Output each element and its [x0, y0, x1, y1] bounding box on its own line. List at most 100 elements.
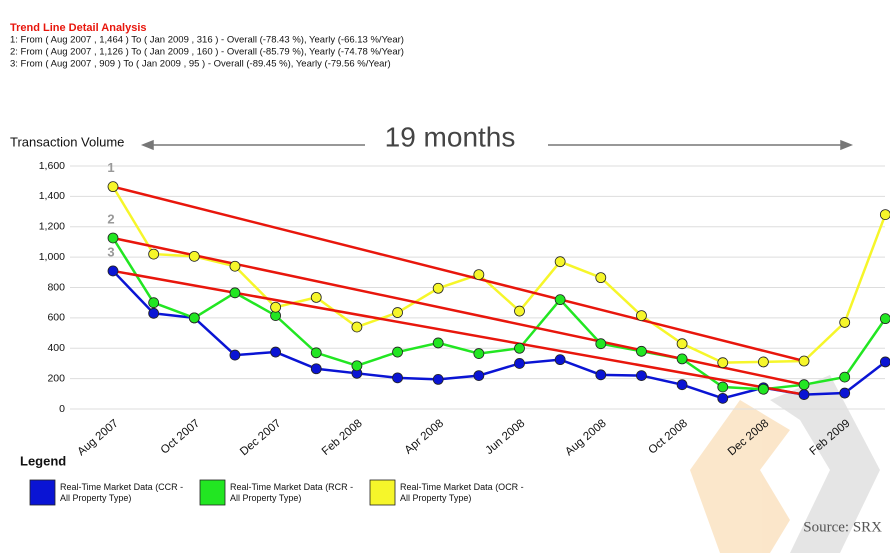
- data-point: [636, 310, 647, 321]
- y-axis-label: Transaction Volume: [10, 134, 124, 149]
- data-point: [107, 232, 119, 244]
- header-line: 1: From ( Aug 2007 , 1,464 ) To ( Jan 20…: [10, 35, 404, 46]
- data-point: [839, 317, 851, 328]
- data-point: [554, 256, 566, 268]
- data-point: [717, 357, 729, 369]
- data-point: [676, 353, 688, 365]
- y-tick-label: 800: [47, 281, 65, 293]
- legend-label: Real-Time Market Data (OCR - All Propert…: [400, 482, 524, 503]
- y-tick-label: 0: [59, 403, 65, 415]
- data-point: [351, 321, 363, 333]
- data-point: [432, 337, 444, 349]
- data-point: [676, 379, 688, 391]
- data-point: [310, 347, 322, 359]
- y-tick-label: 600: [47, 312, 65, 324]
- data-point: [879, 209, 890, 220]
- watermark: [690, 375, 880, 553]
- data-point: [514, 358, 525, 369]
- data-point: [514, 305, 525, 317]
- data-point: [107, 265, 119, 277]
- data-point: [758, 356, 769, 368]
- data-point: [595, 369, 607, 381]
- data-point: [148, 307, 160, 319]
- data-point: [392, 372, 403, 384]
- data-point: [676, 338, 688, 350]
- data-point: [595, 338, 607, 350]
- y-tick-label: 1,600: [39, 160, 65, 172]
- data-point: [879, 313, 890, 325]
- trend-label: 3: [107, 244, 114, 259]
- data-point: [432, 282, 444, 294]
- x-tick-label: Feb 2008: [320, 417, 365, 457]
- data-point: [188, 312, 200, 324]
- data-point: [107, 181, 119, 193]
- x-tick-label: Dec 2007: [238, 417, 283, 458]
- data-point: [798, 355, 810, 367]
- data-point: [270, 301, 282, 313]
- trend-line: [112, 236, 805, 386]
- y-tick-label: 1,000: [39, 251, 65, 263]
- data-point: [758, 383, 769, 395]
- x-tick-label: Aug 2008: [563, 417, 608, 458]
- data-point: [229, 349, 241, 361]
- x-tick-label: Oct 2007: [159, 417, 202, 456]
- data-point: [473, 348, 485, 359]
- header-line: 2: From ( Aug 2007 , 1,126 ) To ( Jan 20…: [10, 47, 404, 58]
- y-tick-label: 200: [47, 372, 65, 384]
- data-point: [636, 370, 647, 381]
- trend-line: [112, 185, 805, 363]
- x-tick-label: Oct 2008: [647, 417, 690, 456]
- data-point: [392, 346, 403, 358]
- data-point: [351, 360, 363, 372]
- legend-swatch: [199, 479, 226, 506]
- data-point: [148, 248, 160, 260]
- span-annotation: 19 months: [385, 121, 516, 152]
- data-point: [636, 345, 647, 357]
- y-tick-label: 1,200: [39, 221, 65, 233]
- data-point: [473, 269, 485, 280]
- data-point: [188, 250, 200, 262]
- data-point: [595, 272, 607, 284]
- series-line: [111, 186, 887, 364]
- legend-label: Real-Time Market Data (CCR - All Propert…: [60, 482, 184, 503]
- data-point: [839, 371, 851, 383]
- legend-label: Real-Time Market Data (RCR - All Propert…: [230, 482, 354, 503]
- x-tick-label: Aug 2007: [75, 417, 120, 458]
- y-tick-label: 400: [47, 342, 65, 354]
- data-point: [514, 342, 525, 354]
- span-arrow: [140, 139, 854, 151]
- data-point: [473, 370, 485, 381]
- data-point: [554, 294, 566, 306]
- trend-line: [112, 269, 805, 396]
- data-point: [229, 287, 241, 299]
- data-point: [879, 356, 890, 368]
- header-line: 3: From ( Aug 2007 , 909 ) To ( Jan 2009…: [10, 59, 391, 70]
- data-point: [717, 381, 729, 393]
- source: Source: SRX: [803, 519, 882, 535]
- series-line: [111, 237, 887, 391]
- data-point: [310, 363, 322, 375]
- data-point: [392, 307, 403, 318]
- data-point: [798, 389, 810, 400]
- trend-label: 1: [107, 160, 114, 175]
- trend-label: 2: [107, 211, 114, 226]
- legend-swatch: [369, 479, 396, 506]
- data-point: [798, 379, 810, 391]
- legend-title: Legend: [20, 453, 66, 468]
- y-tick-label: 1,400: [39, 190, 65, 202]
- x-tick-label: Jun 2008: [483, 417, 527, 457]
- data-point: [554, 354, 566, 366]
- data-point: [839, 387, 851, 399]
- data-point: [432, 373, 444, 385]
- data-point: [270, 346, 282, 358]
- legend-swatch: [29, 479, 56, 506]
- series-line: [112, 270, 887, 400]
- x-tick-label: Apr 2008: [403, 417, 446, 456]
- data-point: [148, 297, 160, 309]
- data-point: [717, 392, 729, 404]
- header-title: Trend Line Detail Analysis: [10, 22, 147, 34]
- data-point: [310, 291, 322, 303]
- data-point: [229, 260, 241, 272]
